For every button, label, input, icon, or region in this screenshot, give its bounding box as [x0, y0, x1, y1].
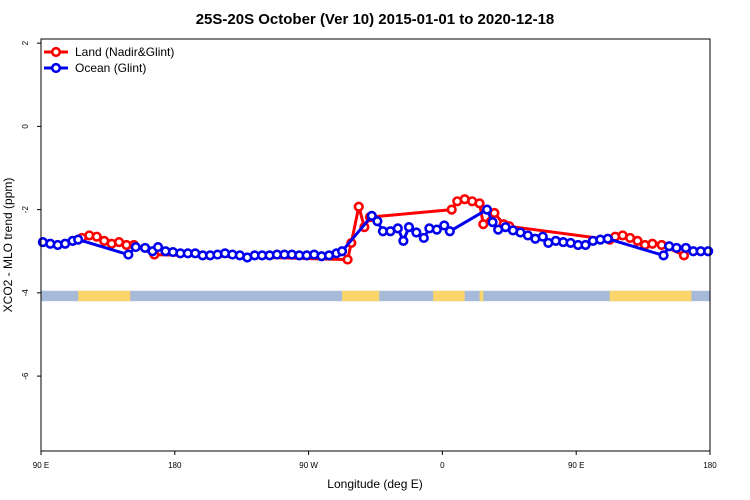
y-tick-label: -6 [21, 372, 30, 380]
data-point [353, 201, 364, 212]
land-segment [78, 290, 131, 302]
data-point [403, 222, 415, 233]
data-point [431, 224, 442, 235]
data-point [446, 204, 457, 215]
data-point [392, 223, 403, 234]
chart-title: 25S-20S October (Ver 10) 2015-01-01 to 2… [196, 11, 555, 28]
land-segment [342, 290, 380, 302]
legend-label: Ocean (Glint) [75, 61, 146, 75]
x-tick-label: 90 W [299, 461, 318, 470]
data-point [130, 241, 141, 253]
data-point [632, 235, 643, 246]
land-segment [479, 290, 484, 302]
data-point [474, 198, 485, 209]
series-1 [37, 204, 714, 263]
data-point [418, 232, 429, 244]
y-tick-label: 0 [21, 124, 30, 129]
surface-strip [41, 290, 710, 302]
legend: Land (Nadir&Glint) Ocean (Glint) [44, 45, 174, 75]
x-tick-label: 180 [168, 461, 182, 470]
legend-label: Land (Nadir&Glint) [75, 45, 174, 59]
y-tick-label: -2 [21, 206, 30, 214]
data-point [602, 233, 613, 244]
data-point [444, 226, 455, 237]
x-tick-label: 0 [440, 461, 445, 470]
y-axis-label: XCO2 - MLO trend (ppm) [1, 178, 15, 313]
data-point [91, 231, 102, 242]
data-point [123, 249, 134, 260]
x-axis-label: Longitude (deg E) [327, 477, 422, 491]
data-point [580, 239, 591, 251]
x-tick-label: 90 E [568, 461, 584, 470]
land-segment [609, 290, 692, 302]
data-point [398, 235, 409, 246]
data-point [439, 220, 450, 231]
data-point [336, 246, 348, 257]
series-layer [37, 194, 714, 265]
data-point [152, 241, 164, 253]
data-point [478, 219, 489, 230]
data-point [342, 254, 353, 265]
tick-layer: 90 E 180 90 W 0 90 E 180 2 0 -2 -4 -6 [21, 40, 717, 470]
data-point [647, 238, 658, 249]
data-point [411, 227, 422, 238]
series-0 [76, 194, 690, 265]
data-point [481, 204, 493, 215]
data-point [372, 216, 383, 227]
legend-marker [50, 46, 62, 58]
data-point [537, 231, 548, 242]
x-tick-label: 180 [703, 461, 717, 470]
land-segment [433, 290, 465, 302]
legend-marker [50, 62, 62, 74]
data-point [487, 217, 498, 228]
y-tick-label: 2 [21, 40, 30, 45]
y-tick-label: -4 [21, 289, 30, 297]
data-point [671, 242, 682, 254]
data-point [73, 234, 84, 245]
plot-frame [40, 38, 711, 452]
x-tick-label: 90 E [33, 461, 49, 470]
data-point [658, 250, 669, 261]
data-point [703, 246, 714, 257]
